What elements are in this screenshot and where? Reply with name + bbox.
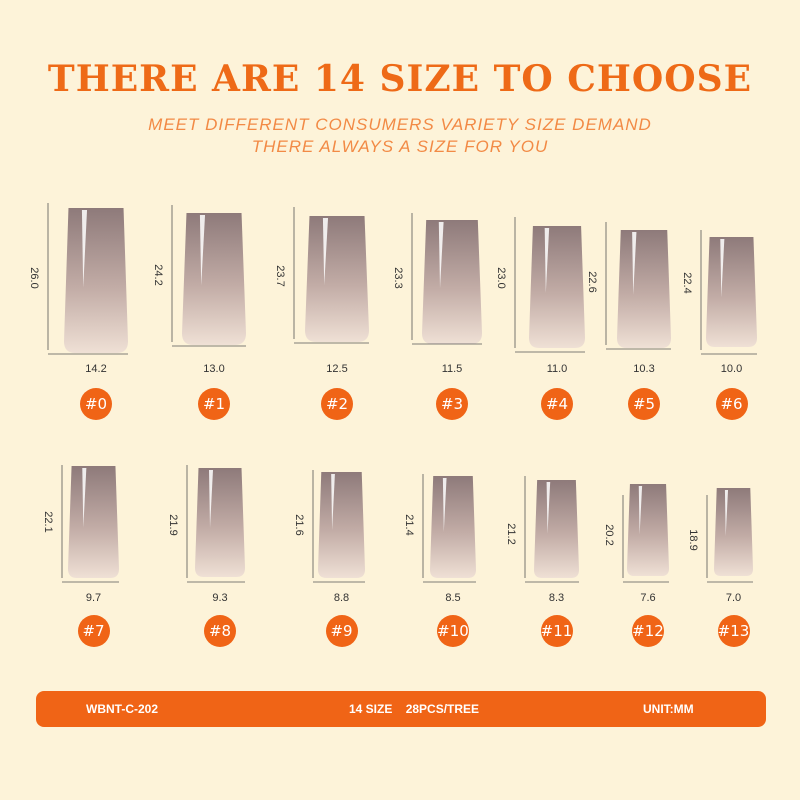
size-badge: #4	[541, 388, 573, 420]
width-label: 9.3	[212, 592, 228, 604]
size-badge: #5	[628, 388, 660, 420]
nail-shape	[318, 472, 365, 578]
width-label: 8.3	[548, 592, 565, 604]
width-label: 11.0	[546, 363, 568, 375]
length-label: 22.1	[42, 511, 54, 533]
nail-highlight	[638, 486, 643, 535]
nail-shape	[305, 216, 369, 342]
length-label: 22.6	[586, 271, 598, 293]
nail-shape	[68, 466, 119, 578]
size-badge: #13	[717, 615, 750, 647]
width-label: 12.5	[326, 363, 348, 375]
nail-highlight	[331, 474, 335, 531]
nail-highlight	[442, 478, 447, 533]
width-label: 14.2	[85, 363, 107, 375]
length-label: 23.0	[495, 267, 507, 289]
length-label: 23.7	[274, 265, 286, 287]
nail-highlight	[81, 210, 88, 288]
size-badge: #10	[437, 615, 469, 647]
nail-shape	[64, 208, 128, 353]
size-badge: #9	[325, 615, 358, 647]
size-badge: #3	[436, 388, 468, 420]
unit-label: UNIT:MM	[643, 702, 694, 716]
nail-highlight	[209, 470, 213, 528]
nail-shape	[534, 480, 579, 578]
size-spec: 14 SIZE 28PCS/TREE	[349, 702, 480, 716]
subtitle-line-2: THERE ALWAYS A SIZE FOR YOU	[251, 137, 549, 156]
nail-shape	[422, 220, 482, 344]
nail-highlight	[724, 490, 729, 537]
size-badge: #2	[321, 388, 353, 420]
length-label: 20.2	[603, 524, 615, 546]
length-label: 22.4	[681, 272, 693, 294]
size-badge: #1	[198, 388, 230, 420]
nail-shape	[430, 476, 476, 578]
nail-highlight	[632, 232, 637, 295]
nail-highlight	[199, 215, 206, 286]
width-label: 11.5	[441, 363, 463, 375]
size-badge: #0	[80, 388, 112, 420]
length-label: 18.9	[687, 529, 699, 551]
nail-shape	[529, 226, 585, 348]
length-label: 26.0	[28, 267, 40, 289]
width-label: 7.0	[725, 592, 742, 604]
length-label: 23.3	[392, 267, 404, 289]
nail-shape	[627, 484, 669, 576]
width-label: 13.0	[203, 363, 225, 375]
nail-shape	[617, 230, 671, 348]
spec-bar: WBNT-C-202 14 SIZE 28PCS/TREE UNIT:MM	[36, 691, 766, 727]
nail-highlight	[438, 222, 444, 289]
width-label: 10.3	[633, 363, 655, 375]
size-badge: #8	[204, 615, 236, 647]
nail-highlight	[546, 482, 551, 534]
width-label: 8.8	[333, 592, 350, 604]
nail-shape	[714, 488, 753, 576]
nail-highlight	[322, 218, 329, 286]
size-badge: #11	[540, 615, 573, 647]
width-label: 8.5	[445, 592, 461, 604]
length-label: 21.6	[293, 514, 305, 536]
nail-shape	[195, 468, 245, 577]
nail-shape	[182, 213, 246, 345]
model-code: WBNT-C-202	[86, 702, 159, 716]
length-label: 21.9	[167, 514, 179, 536]
nail-shape	[706, 237, 757, 347]
length-label: 21.2	[505, 523, 517, 545]
length-label: 21.4	[403, 514, 415, 536]
page-title: THERE ARE 14 SIZE TO CHOOSE	[47, 58, 753, 100]
nail-highlight	[544, 228, 550, 294]
nail-highlight	[720, 239, 725, 298]
nail-highlight	[82, 468, 87, 528]
subtitle-line-1: MEET DIFFERENT CONSUMERS VARIETY SIZE DE…	[148, 115, 652, 134]
width-label: 10.0	[720, 363, 743, 375]
size-badge: #7	[77, 615, 110, 647]
width-label: 7.6	[640, 592, 656, 604]
length-label: 24.2	[152, 264, 164, 286]
size-badge: #12	[632, 615, 664, 647]
width-label: 9.7	[85, 592, 102, 604]
size-badge: #6	[715, 388, 748, 420]
